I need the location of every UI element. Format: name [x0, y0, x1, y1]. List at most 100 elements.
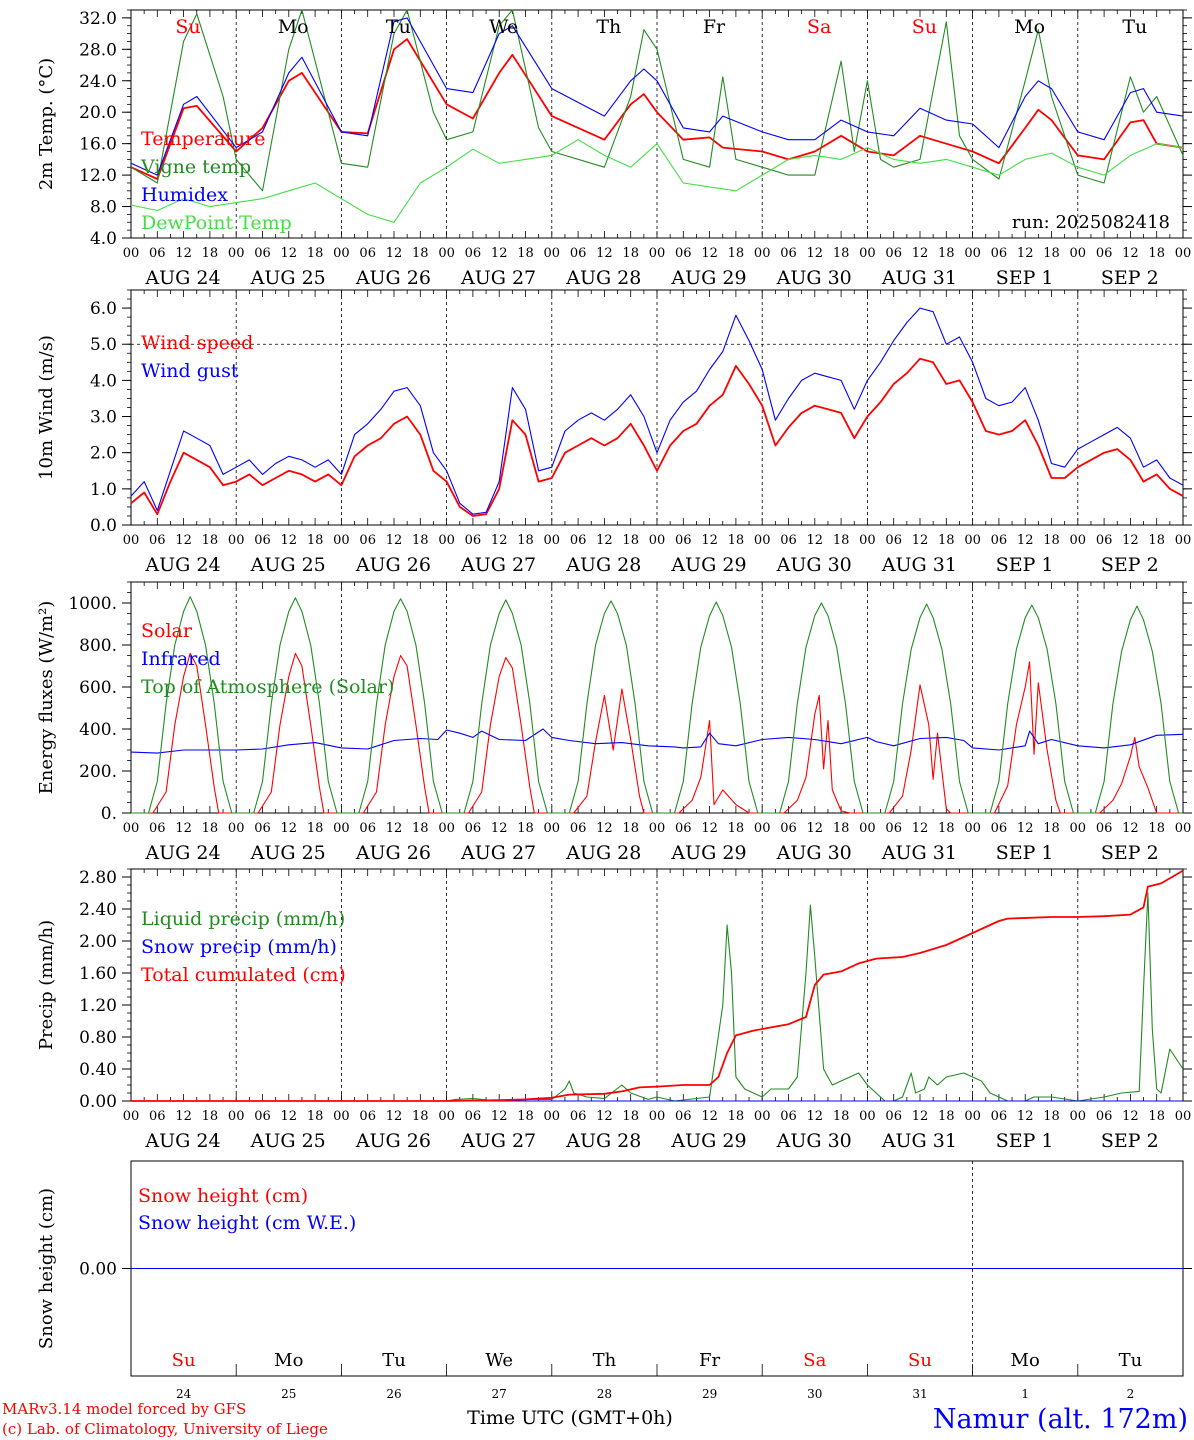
day-number: 24: [176, 1387, 192, 1401]
hour-label: 00: [1175, 533, 1192, 548]
hour-label: 12: [491, 533, 508, 548]
hour-label: 18: [202, 821, 219, 836]
series-line: [131, 596, 1183, 814]
hour-label: 00: [754, 821, 771, 836]
y-tick-label: 4.0: [90, 229, 117, 249]
hour-label: 18: [1148, 1109, 1165, 1124]
day-name: Fr: [699, 1350, 720, 1371]
day-name: Mo: [274, 1350, 303, 1371]
date-label: AUG 27: [460, 554, 536, 576]
panel-3: 0. 200. 400. 600. 800. 1000. Energy fluxes (W/…: [36, 581, 1192, 864]
date-label: AUG 25: [250, 267, 326, 289]
date-label: AUG 26: [355, 1130, 431, 1152]
panel-1: 4.0 8.0 12.0 16.0 20.0 24.0 28.0 32.0 2m Temp. (…: [36, 9, 1192, 289]
date-label: AUG 29: [670, 554, 746, 576]
hour-label: 18: [1043, 1109, 1060, 1124]
hour-label: 00: [438, 821, 455, 836]
date-label: SEP 1: [996, 267, 1054, 289]
hour-label: 12: [491, 821, 508, 836]
series-line: [130, 357, 1184, 517]
date-label: AUG 28: [565, 554, 641, 576]
hour-label: 12: [491, 1109, 508, 1124]
hour-label: 06: [254, 533, 271, 548]
hour-label: 12: [281, 1109, 298, 1124]
hour-label: 06: [885, 1109, 902, 1124]
hour-label: 00: [649, 533, 666, 548]
hour-label: 12: [1122, 533, 1139, 548]
date-label: AUG 25: [250, 554, 326, 576]
y-axis-title: Precip (mm/h): [36, 920, 57, 1050]
hour-label: 06: [675, 1109, 692, 1124]
hour-label: 18: [517, 533, 534, 548]
y-tick-label: 600.: [79, 678, 117, 698]
date-label: SEP 2: [1101, 554, 1159, 576]
hour-label: 06: [359, 1109, 376, 1124]
date-label: AUG 30: [776, 842, 852, 864]
y-tick-label: 1.0: [90, 480, 117, 500]
hour-label: 00: [123, 246, 140, 261]
hour-label: 06: [254, 821, 271, 836]
hour-label: 06: [359, 533, 376, 548]
legend-entry: Solar: [141, 620, 193, 642]
hour-label: 12: [701, 246, 718, 261]
hour-label: 18: [833, 533, 850, 548]
hour-label: 06: [465, 533, 482, 548]
hour-label: 12: [386, 246, 403, 261]
hour-label: 06: [254, 246, 271, 261]
hour-label: 06: [1096, 533, 1113, 548]
hour-label: 00: [123, 1109, 140, 1124]
day-name: Fr: [703, 16, 726, 38]
hour-label: 18: [412, 821, 429, 836]
hour-label: 00: [544, 1109, 561, 1124]
hour-label: 18: [412, 1109, 429, 1124]
hour-label: 12: [281, 821, 298, 836]
hour-label: 00: [1175, 1109, 1192, 1124]
hour-label: 18: [202, 1109, 219, 1124]
hour-label: 00: [123, 821, 140, 836]
hour-label: 18: [412, 246, 429, 261]
hour-label: 06: [570, 1109, 587, 1124]
y-tick-label: 2.40: [79, 900, 117, 920]
hour-label: 12: [281, 533, 298, 548]
hour-label: 18: [622, 533, 639, 548]
hour-label: 12: [175, 1109, 192, 1124]
y-tick-label: 1.60: [79, 964, 117, 984]
date-label: AUG 29: [670, 842, 746, 864]
date-label: SEP 2: [1101, 267, 1159, 289]
day-number: 30: [807, 1387, 822, 1401]
day-name: Th: [593, 1350, 617, 1371]
hour-label: 12: [596, 821, 613, 836]
legend-entry: Humidex: [141, 184, 228, 206]
legend-entry: Snow height (cm): [138, 1185, 308, 1207]
day-name: We: [489, 16, 518, 38]
hour-label: 18: [938, 246, 955, 261]
footer-lab-line: (c) Lab. of Climatology, University of L…: [2, 1420, 328, 1438]
hour-label: 00: [333, 533, 350, 548]
hour-label: 06: [885, 246, 902, 261]
day-name: Su: [908, 1350, 932, 1371]
series-line: [131, 869, 1184, 1102]
hour-label: 00: [228, 821, 245, 836]
date-label: AUG 31: [881, 554, 957, 576]
hour-label: 12: [701, 533, 718, 548]
hour-label: 00: [754, 533, 771, 548]
legend-entry: Vigne temp: [140, 156, 251, 178]
hour-label: 06: [149, 533, 166, 548]
date-label: AUG 27: [460, 842, 536, 864]
hour-label: 06: [359, 246, 376, 261]
hour-label: 12: [175, 533, 192, 548]
y-tick-label: 3.0: [90, 408, 117, 428]
y-tick-label: 8.0: [90, 198, 117, 218]
day-name: Tu: [382, 1350, 406, 1371]
y-tick-label: 6.0: [90, 299, 117, 319]
hour-label: 18: [1148, 533, 1165, 548]
y-tick-label: 0.: [101, 804, 117, 824]
day-number: 2: [1127, 1387, 1135, 1401]
day-number: 28: [597, 1387, 612, 1401]
hour-label: 18: [307, 821, 324, 836]
hour-label: 00: [649, 246, 666, 261]
date-label: AUG 26: [355, 554, 431, 576]
station-label: Namur (alt. 172m): [933, 1404, 1188, 1435]
hour-label: 18: [938, 1109, 955, 1124]
y-tick-label: 20.0: [79, 103, 117, 123]
